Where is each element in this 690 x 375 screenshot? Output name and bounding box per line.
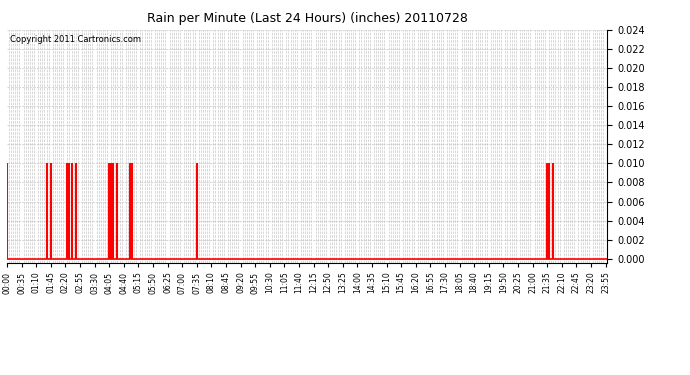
Title: Rain per Minute (Last 24 Hours) (inches) 20110728: Rain per Minute (Last 24 Hours) (inches)…	[146, 12, 468, 25]
Text: Copyright 2011 Cartronics.com: Copyright 2011 Cartronics.com	[10, 34, 141, 44]
